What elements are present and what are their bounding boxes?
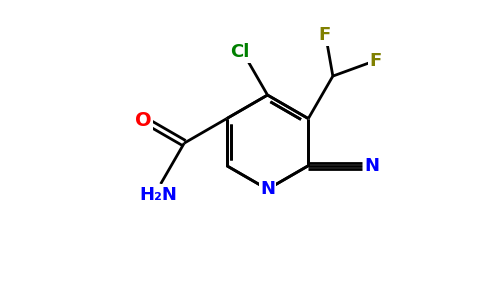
Text: O: O <box>136 111 152 130</box>
Text: Cl: Cl <box>230 43 250 61</box>
Text: N: N <box>260 180 275 198</box>
Text: N: N <box>260 180 275 198</box>
Text: H₂N: H₂N <box>140 186 178 204</box>
Text: F: F <box>318 26 331 44</box>
Text: N: N <box>364 157 379 175</box>
Text: F: F <box>369 52 382 70</box>
